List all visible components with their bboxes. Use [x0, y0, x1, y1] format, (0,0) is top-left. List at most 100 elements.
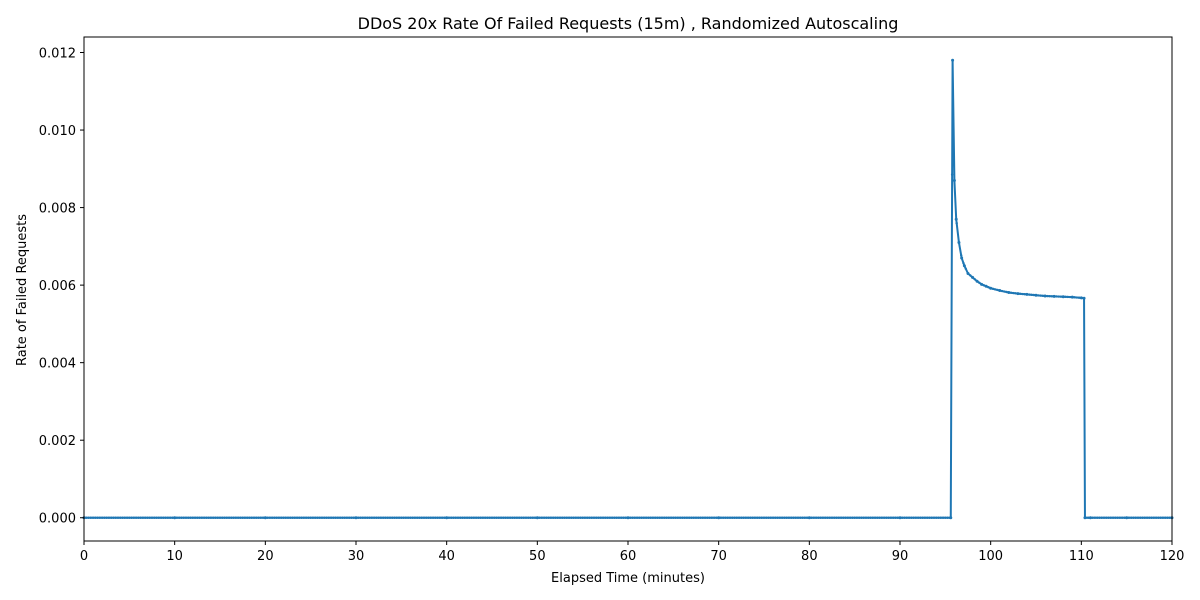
data-point [409, 516, 412, 519]
data-point [830, 516, 834, 519]
data-point [223, 516, 226, 519]
data-point [912, 516, 915, 519]
data-point [293, 516, 296, 519]
data-point [368, 516, 371, 519]
x-tick-label: 10 [166, 549, 183, 564]
data-point [445, 516, 449, 520]
x-tick-label: 80 [801, 549, 818, 564]
data-point [427, 516, 430, 519]
data-point [651, 516, 655, 519]
data-point [538, 516, 541, 519]
data-point [447, 516, 451, 519]
data-point [348, 516, 351, 519]
data-point [334, 516, 337, 519]
data-point [955, 221, 958, 225]
data-point [1039, 294, 1042, 297]
data-point [867, 516, 870, 519]
data-point [323, 516, 326, 519]
data-point [984, 284, 988, 288]
data-point [588, 516, 591, 519]
data-point [1088, 516, 1092, 520]
data-point [388, 516, 392, 519]
data-point [1157, 516, 1160, 519]
data-point [991, 287, 995, 291]
data-point [134, 516, 138, 519]
data-point [173, 516, 177, 520]
data-point [814, 516, 818, 519]
data-point [144, 516, 147, 519]
data-point [758, 516, 761, 519]
data-point [926, 516, 929, 519]
data-point [989, 286, 993, 290]
data-point [620, 516, 623, 519]
x-tick-label: 100 [978, 549, 1003, 564]
data-point [855, 516, 859, 519]
data-point [1052, 294, 1056, 298]
data-point [146, 516, 149, 519]
data-point [230, 516, 233, 519]
data-point [719, 516, 723, 519]
data-point [345, 516, 349, 519]
data-point [722, 516, 725, 519]
data-point [141, 516, 145, 519]
data-point [740, 516, 743, 519]
data-point [898, 516, 902, 520]
data-point [812, 516, 816, 519]
data-point [753, 516, 757, 519]
data-point [266, 516, 269, 519]
data-point [1105, 516, 1108, 519]
data-point [1059, 295, 1063, 298]
data-point [1028, 293, 1031, 296]
data-point [1066, 295, 1069, 299]
data-point [629, 516, 632, 519]
data-point [733, 516, 736, 519]
data-point [465, 516, 469, 519]
x-tick-label: 120 [1160, 549, 1185, 564]
data-point [790, 516, 793, 519]
data-point [341, 516, 344, 519]
data-point [1018, 292, 1022, 296]
data-point [468, 516, 471, 519]
data-point [848, 516, 852, 519]
data-point [552, 516, 555, 519]
data-point [110, 516, 113, 519]
data-point [212, 516, 215, 519]
data-point [864, 516, 868, 519]
data-point [450, 516, 453, 519]
data-point [164, 516, 167, 519]
data-point [592, 516, 596, 519]
data-point [760, 516, 763, 519]
data-point [828, 516, 831, 519]
data-point [710, 516, 714, 519]
data-point [85, 516, 88, 519]
data-point [438, 516, 442, 519]
data-point [150, 516, 154, 519]
data-point [1111, 516, 1115, 519]
data-point [851, 516, 854, 519]
data-point [837, 516, 840, 519]
data-point [250, 516, 253, 519]
data-point [949, 516, 953, 520]
data-point [357, 516, 360, 519]
data-point [218, 516, 222, 519]
data-point [461, 516, 464, 519]
data-point [1093, 516, 1097, 519]
data-point [601, 516, 605, 519]
data-point [839, 516, 843, 519]
data-point [336, 516, 340, 519]
data-point [112, 516, 115, 519]
data-point [631, 516, 634, 519]
data-point [896, 516, 899, 519]
data-point [681, 516, 684, 519]
y-tick-label: 0.002 [39, 434, 76, 449]
data-point [175, 516, 179, 519]
data-point [400, 516, 403, 519]
data-point [1148, 516, 1151, 519]
data-point [744, 516, 748, 519]
data-point [391, 516, 394, 519]
data-point [871, 516, 874, 519]
data-point [418, 516, 421, 519]
data-point [366, 516, 369, 519]
data-point [567, 516, 571, 519]
